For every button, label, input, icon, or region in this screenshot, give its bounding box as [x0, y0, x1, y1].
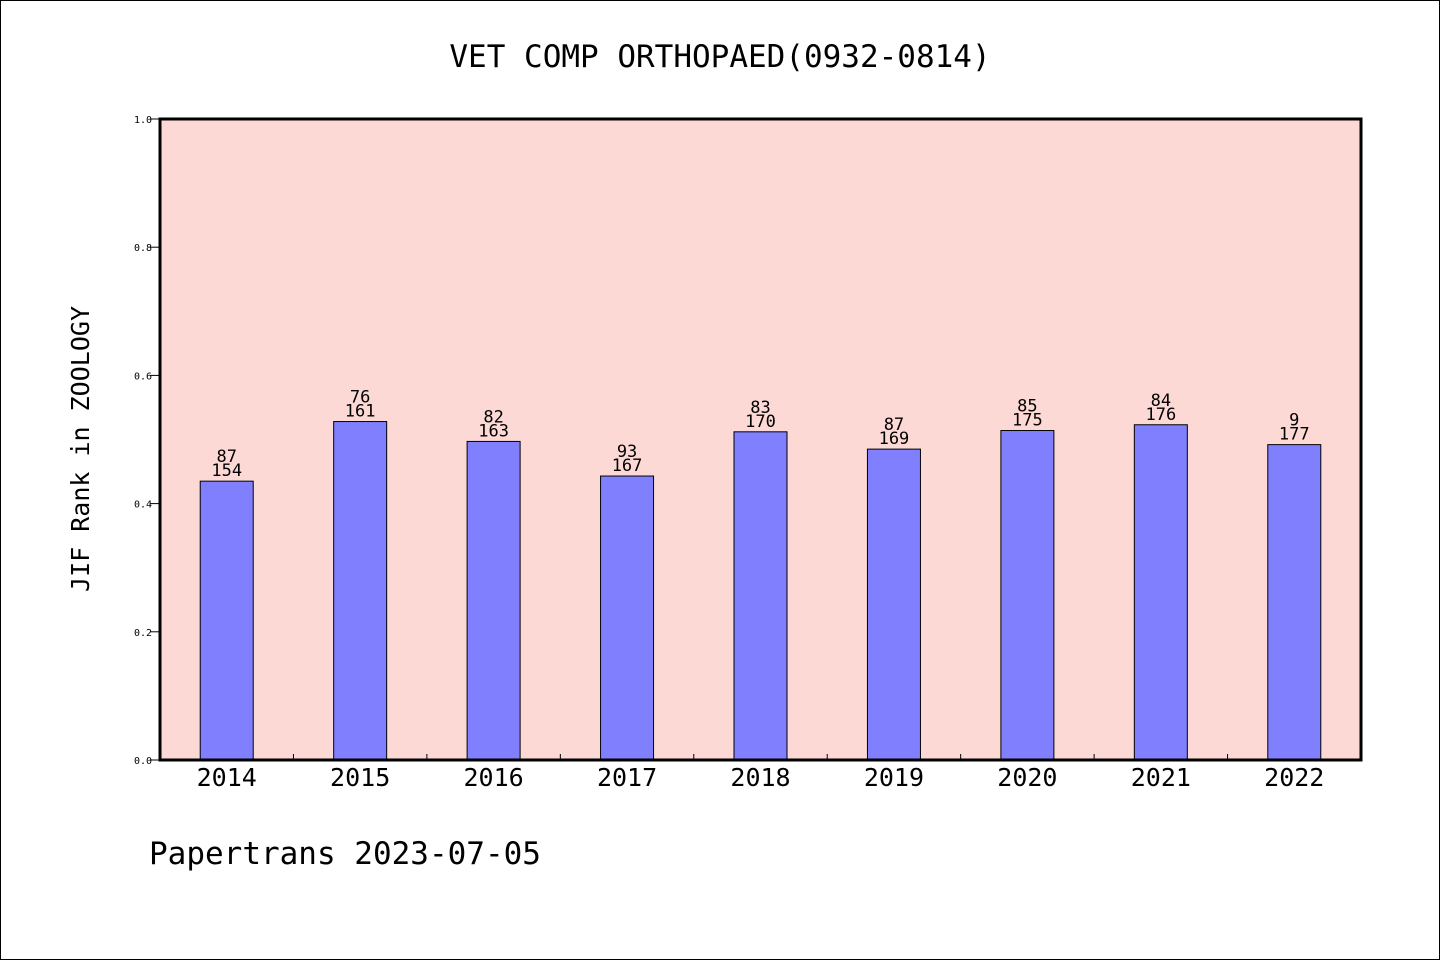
bar-total-label: 161 — [345, 402, 376, 422]
x-tick-label: 2016 — [464, 763, 524, 792]
bar-rank-label: 87 — [884, 415, 904, 435]
bar — [1133, 424, 1188, 761]
x-tick-label: 2019 — [864, 763, 924, 792]
y-tick-label: 0.0 — [134, 756, 152, 767]
bar-total-label: 170 — [745, 412, 776, 432]
x-tick-label: 2017 — [597, 763, 657, 792]
y-tick-label: 0.2 — [134, 628, 152, 639]
bar — [466, 440, 521, 761]
bar — [1267, 444, 1322, 761]
bar — [733, 431, 788, 761]
bar-rank-label: 9 — [1289, 411, 1299, 431]
bar-series — [199, 421, 1322, 761]
bar — [866, 448, 921, 761]
plot-frame — [158, 117, 1363, 762]
y-tick-label: 1.0 — [134, 115, 152, 126]
x-tick-label: 2021 — [1131, 763, 1191, 792]
y-axis-ticks: 0.0 0.2 0.4 0.6 0.8 1.0 — [134, 115, 160, 767]
y-tick-label: 0.6 — [134, 371, 152, 382]
footer-credit: Papertrans 2023-07-05 — [149, 836, 541, 872]
bar-total-label: 177 — [1279, 425, 1310, 445]
bar — [333, 421, 388, 761]
y-axis-label: JIF Rank in ZOOLOGY — [66, 306, 95, 592]
x-tick-label: 2014 — [197, 763, 257, 792]
x-axis-ticks: 2014 2015 2016 2017 2018 2019 2020 2021 2022 — [197, 754, 1324, 792]
x-tick-label: 2022 — [1264, 763, 1324, 792]
x-tick-label: 2018 — [730, 763, 790, 792]
bar — [1000, 430, 1055, 761]
bar-rank-label: 87 — [216, 447, 236, 467]
bar-total-label: 169 — [879, 429, 910, 449]
x-tick-label: 2015 — [330, 763, 390, 792]
bar-rank-label: 76 — [350, 388, 370, 408]
bar-total-label: 163 — [478, 421, 509, 441]
chart-title: VET COMP ORTHOPAED(0932-0814) — [449, 39, 990, 75]
y-tick-label: 0.4 — [134, 500, 152, 511]
bar-total-label: 167 — [612, 456, 643, 476]
bar-rank-label: 82 — [483, 407, 503, 427]
x-tick-label: 2020 — [997, 763, 1057, 792]
bar-rank-label: 84 — [1151, 391, 1171, 411]
bar-rank-label: 85 — [1017, 397, 1037, 417]
bar-rank-label: 93 — [617, 442, 637, 462]
bar-total-label: 154 — [211, 461, 242, 481]
bar — [199, 480, 254, 761]
bar-total-label: 176 — [1145, 405, 1176, 425]
bar-rank-label: 83 — [750, 398, 770, 418]
bar — [600, 475, 655, 761]
bar-total-label: 175 — [1012, 411, 1043, 431]
y-tick-label: 0.8 — [134, 243, 152, 254]
